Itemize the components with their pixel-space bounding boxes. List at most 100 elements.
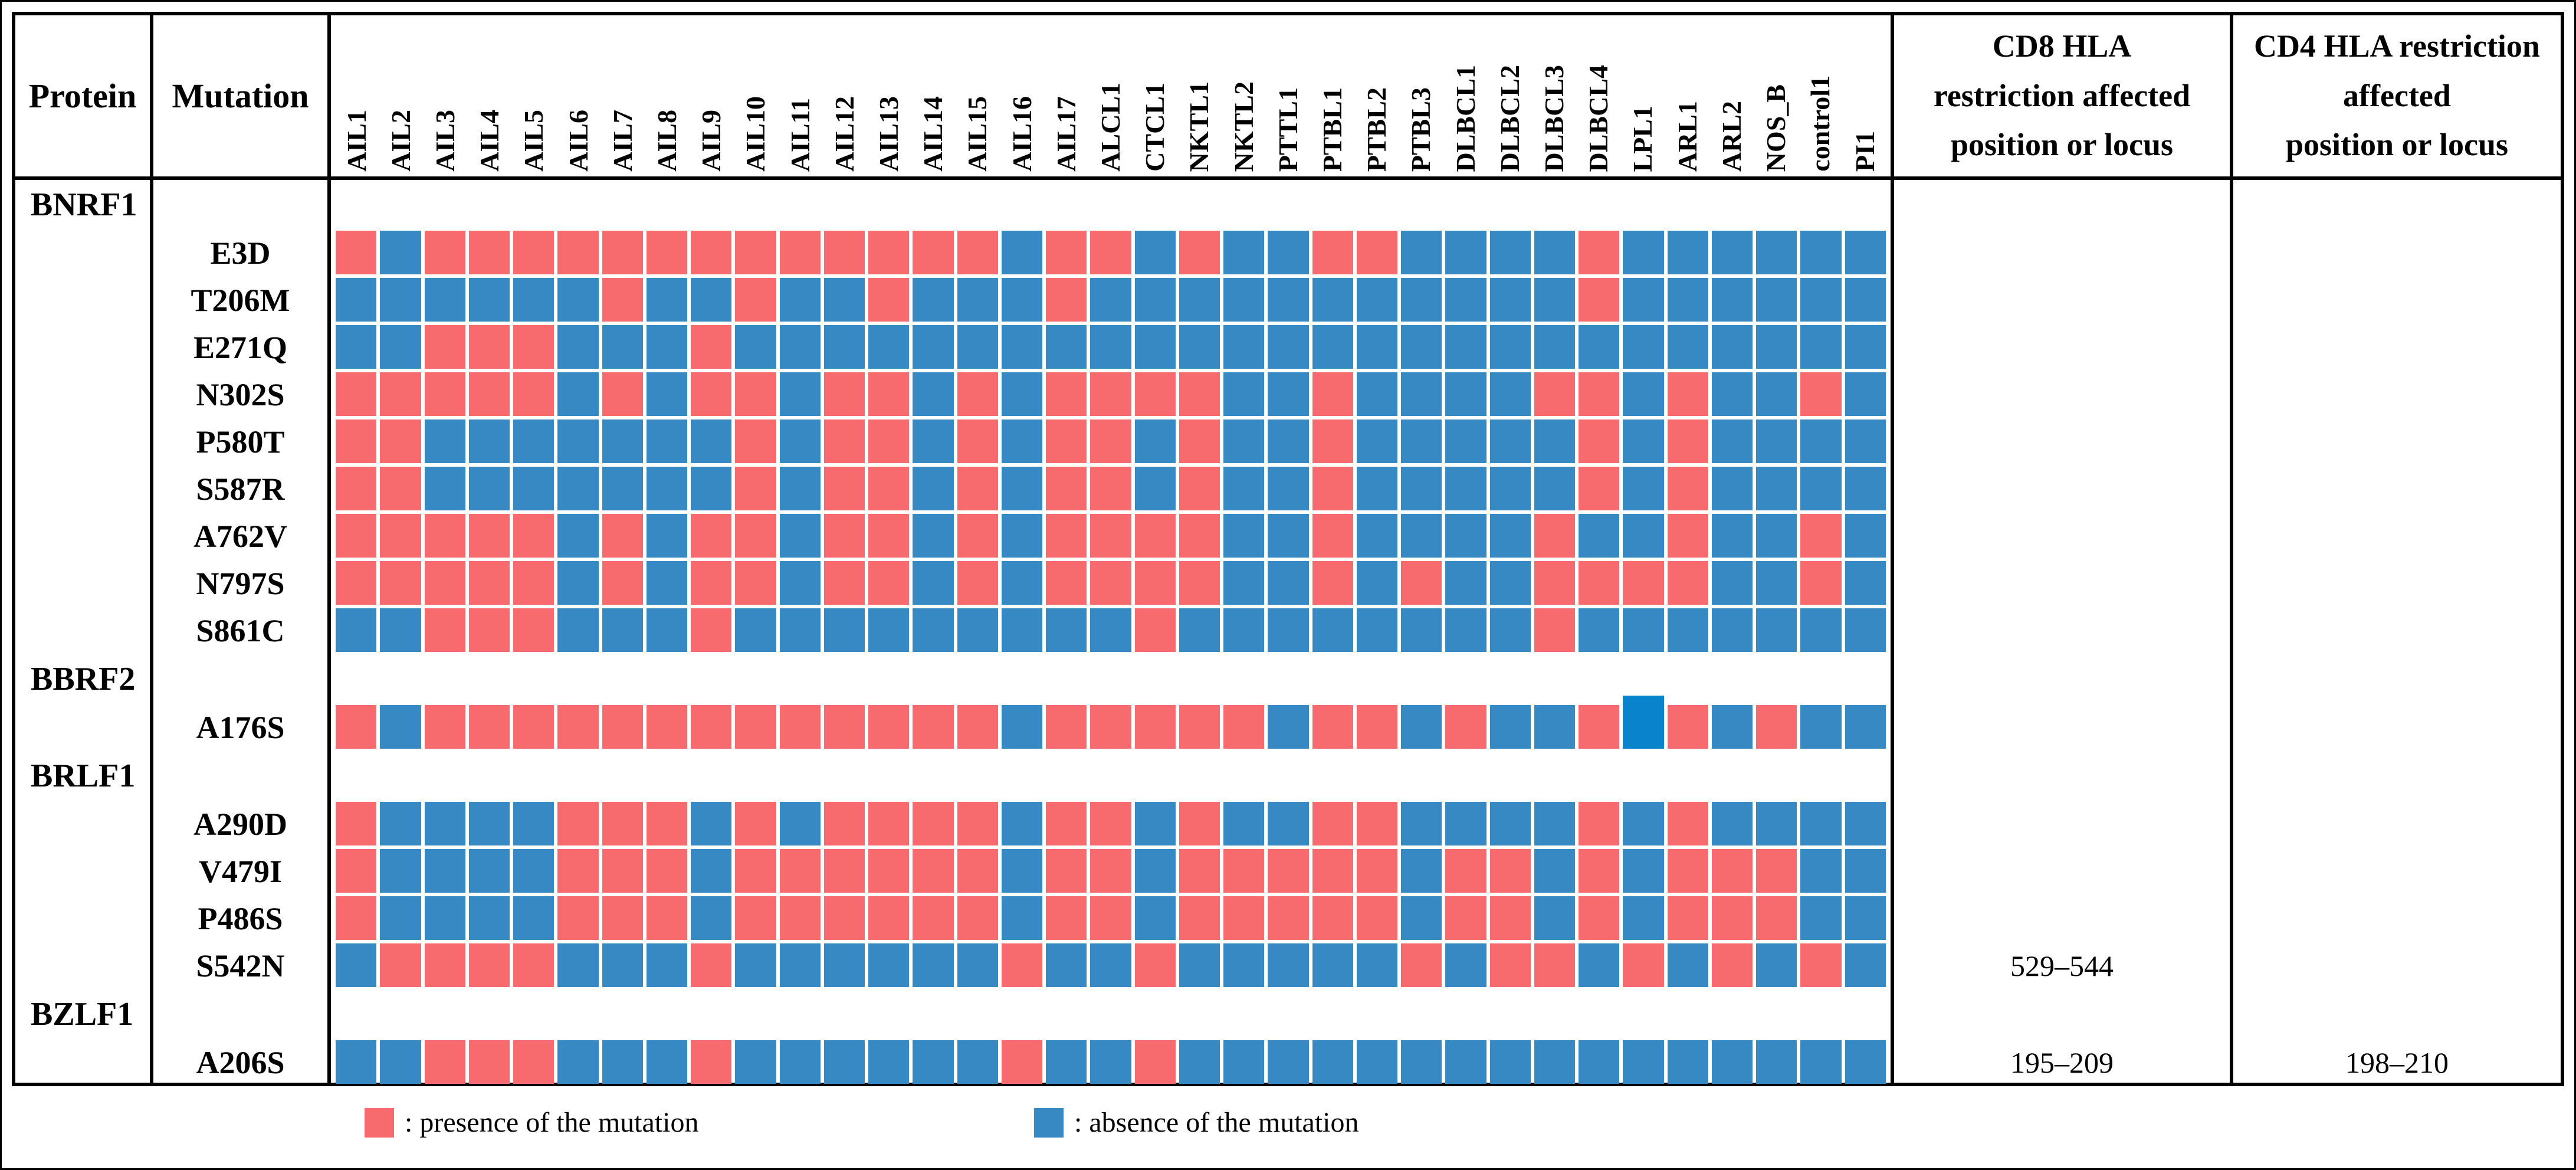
- matrix-cell: [1667, 802, 1708, 845]
- matrix-cell: [1579, 943, 1620, 987]
- matrix-cell: [424, 231, 465, 274]
- protein-cell: BBRF2: [15, 654, 150, 704]
- matrix-cell: [1312, 325, 1353, 369]
- matrix-cell: [1179, 325, 1220, 369]
- matrix-cell: [1046, 849, 1087, 893]
- cd8-cell: 529–544: [1894, 942, 2230, 989]
- matrix-cell: [1401, 420, 1442, 463]
- matrix-cell: [823, 608, 865, 652]
- matrix-cell: [868, 372, 910, 416]
- matrix-cell: [823, 705, 865, 749]
- matrix-cell: [1179, 943, 1220, 987]
- protein-cell: BZLF1: [15, 989, 150, 1039]
- legend-presence-label: : presence of the mutation: [405, 1107, 699, 1138]
- mutation-label: N797S: [196, 566, 285, 601]
- matrix-cell: [1223, 802, 1265, 845]
- matrix-cell: [1800, 514, 1842, 558]
- matrix-cell: [957, 943, 998, 987]
- matrix-cell: [1356, 514, 1397, 558]
- matrix-cell: [1134, 231, 1176, 274]
- divider-matrix-cd8: [1891, 15, 1894, 1083]
- matrix-cell: [1534, 943, 1575, 987]
- sample-header-label: PTTL1: [1272, 87, 1303, 172]
- matrix-cell: [1134, 420, 1176, 463]
- mutation-label: E3D: [210, 235, 271, 271]
- matrix-cell: [823, 278, 865, 322]
- mutation-cell: E271Q: [153, 324, 327, 371]
- matrix-cell: [602, 420, 643, 463]
- matrix-cell: [1623, 849, 1664, 893]
- matrix-cell: [1223, 372, 1265, 416]
- matrix-cell: [1268, 372, 1309, 416]
- matrix-cell: [913, 1040, 954, 1084]
- matrix-cell: [1312, 896, 1353, 940]
- protein-group-row: BBRF2: [15, 654, 2561, 704]
- cd4-header-cell: CD4 HLA restriction affected position or…: [2233, 15, 2561, 176]
- matrix-cell: [336, 943, 377, 987]
- matrix-cell: [424, 325, 465, 369]
- matrix-cell: [1667, 849, 1708, 893]
- legend-absence-item: : absence of the mutation: [1034, 1106, 1359, 1139]
- matrix-cell: [735, 278, 776, 322]
- matrix-cell: [424, 896, 465, 940]
- matrix-cell: [380, 514, 421, 558]
- matrix-cell: [913, 608, 954, 652]
- matrix-cell: [1134, 514, 1176, 558]
- sample-header-label: PTBL1: [1317, 87, 1348, 172]
- matrix-cell: [1711, 802, 1753, 845]
- cd4-cell: [2233, 324, 2561, 371]
- cd4-cell: [2233, 230, 2561, 277]
- matrix-cell: [779, 325, 821, 369]
- matrix-cell: [513, 325, 554, 369]
- matrix-cell: [1312, 372, 1353, 416]
- matrix-cell: [646, 705, 687, 749]
- cd4-cell: [2233, 371, 2561, 418]
- matrix-cell: [557, 608, 599, 652]
- sample-header-arl2: ARL2: [1709, 101, 1754, 176]
- sample-header-ptbl3: PTBL3: [1399, 87, 1443, 176]
- matrix-cell: [1179, 467, 1220, 510]
- cd4-cell: [2233, 560, 2561, 607]
- matrix-region: [331, 418, 1891, 466]
- matrix-cell: [1579, 325, 1620, 369]
- mutation-cell: S587R: [153, 466, 327, 513]
- matrix-cell: [602, 325, 643, 369]
- matrix-cell: [1534, 278, 1575, 322]
- matrix-region: [331, 696, 1891, 751]
- matrix-cell: [557, 372, 599, 416]
- matrix-cell: [823, 849, 865, 893]
- matrix-cell: [1046, 278, 1087, 322]
- sample-header-label: AIL13: [874, 96, 904, 172]
- matrix-cell: [957, 325, 998, 369]
- matrix-cell: [380, 1040, 421, 1084]
- matrix-cell: [868, 231, 910, 274]
- matrix-cell: [1445, 514, 1486, 558]
- matrix-cell: [1046, 325, 1087, 369]
- matrix-cell: [1667, 561, 1708, 605]
- matrix-cell: [1534, 561, 1575, 605]
- divider-cd8-cd4: [2230, 15, 2233, 1083]
- matrix-cell: [1179, 896, 1220, 940]
- matrix-cell: [957, 467, 998, 510]
- matrix-cell: [468, 278, 510, 322]
- matrix-cell: [1800, 705, 1842, 749]
- matrix-cell: [1800, 802, 1842, 845]
- sample-header-label: PTBL3: [1406, 87, 1436, 172]
- sample-header-label: AIL7: [607, 110, 638, 172]
- matrix-cell: [513, 467, 554, 510]
- matrix-cell: [1711, 467, 1753, 510]
- matrix-cell: [691, 278, 732, 322]
- matrix-cell: [1179, 514, 1220, 558]
- matrix-cell: [1756, 514, 1797, 558]
- matrix-cell: [424, 608, 465, 652]
- matrix-cell: [1756, 849, 1797, 893]
- matrix-cell: [1090, 231, 1131, 274]
- sample-header-ail6: AIL6: [556, 110, 600, 176]
- cd8-cell: [1894, 230, 2230, 277]
- matrix-cell: [646, 802, 687, 845]
- matrix-cell: [1401, 1040, 1442, 1084]
- matrix-cell: [424, 849, 465, 893]
- matrix-cell: [691, 231, 732, 274]
- matrix-cell: [1667, 372, 1708, 416]
- protein-header-cell: Protein: [15, 15, 150, 176]
